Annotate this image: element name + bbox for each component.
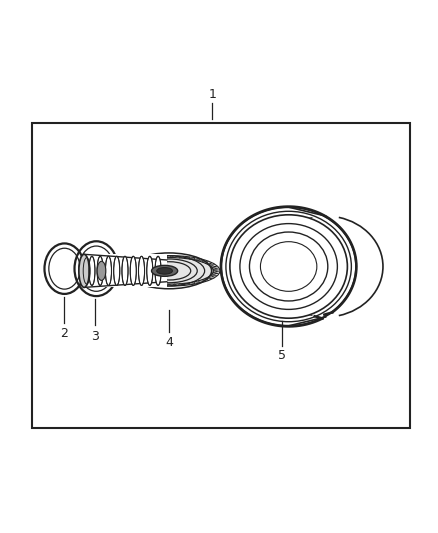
Ellipse shape	[147, 256, 153, 285]
Text: 5: 5	[278, 349, 286, 362]
Ellipse shape	[97, 256, 103, 285]
Text: 4: 4	[165, 336, 173, 349]
Ellipse shape	[138, 256, 145, 285]
Ellipse shape	[89, 256, 95, 285]
Ellipse shape	[122, 256, 128, 285]
Text: 2: 2	[60, 327, 68, 341]
Ellipse shape	[97, 261, 106, 280]
Ellipse shape	[155, 256, 161, 285]
FancyBboxPatch shape	[84, 254, 167, 287]
Ellipse shape	[152, 265, 178, 276]
Ellipse shape	[221, 207, 356, 326]
Ellipse shape	[79, 254, 89, 287]
Ellipse shape	[123, 257, 215, 285]
Ellipse shape	[106, 256, 112, 285]
Text: 1: 1	[208, 88, 216, 101]
Ellipse shape	[130, 256, 136, 285]
Ellipse shape	[230, 215, 347, 318]
Text: 3: 3	[91, 329, 99, 343]
Ellipse shape	[114, 256, 120, 285]
Bar	[32, 123, 410, 427]
Ellipse shape	[157, 268, 173, 274]
